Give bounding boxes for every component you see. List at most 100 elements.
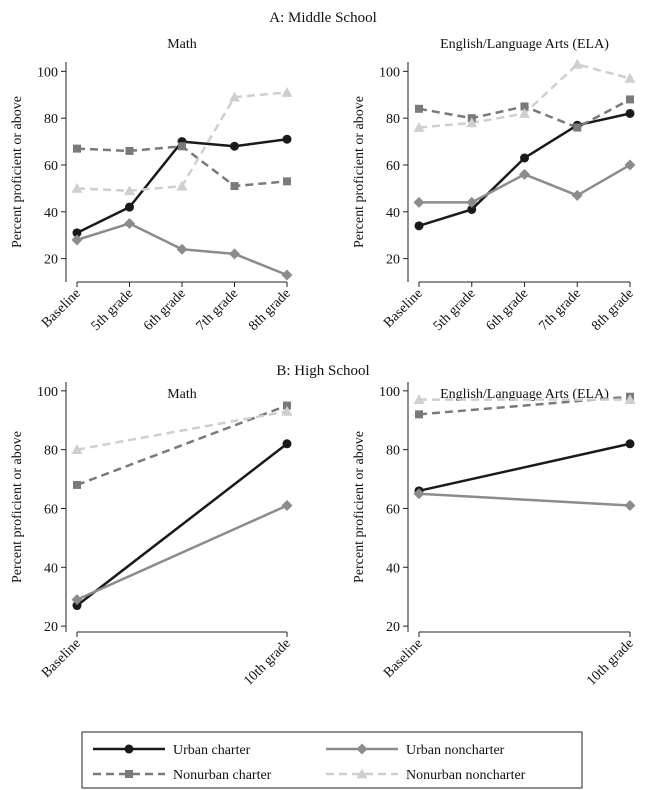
- y-tick-label: 20: [44, 253, 58, 268]
- point-urban-noncharter: [519, 168, 530, 180]
- series-line-urban-charter: [76, 442, 288, 607]
- point-nonurban-noncharter: [71, 182, 83, 193]
- point-nonurban-noncharter: [624, 394, 636, 405]
- legend-entry-urban-noncharter: Urban noncharter: [326, 743, 505, 758]
- point-urban-charter: [230, 141, 239, 151]
- x-tick-label: 10th grade: [241, 636, 294, 689]
- point-nonurban-charter: [573, 123, 582, 132]
- subplot-title: Math: [167, 37, 197, 52]
- point-nonurban-charter: [415, 104, 423, 113]
- point-urban-noncharter: [466, 196, 478, 208]
- x-tick-label: 6th grade: [141, 286, 189, 334]
- y-tick-label: 20: [386, 620, 400, 635]
- point-nonurban-charter: [73, 144, 81, 153]
- point-urban-noncharter: [229, 248, 240, 260]
- point-urban-charter: [625, 439, 635, 449]
- chart-2: English/Language Arts (ELA) 20 40 60 80 100 Ba…: [352, 37, 637, 334]
- point-nonurban-noncharter: [124, 185, 135, 196]
- legend-entry-nonurban-noncharter: Nonurban noncharter: [326, 768, 526, 783]
- point-nonurban-noncharter: [413, 122, 425, 132]
- point-nonurban-noncharter: [466, 117, 478, 128]
- point-nonurban-charter: [626, 95, 634, 104]
- x-tick-label: Baseline: [39, 286, 84, 331]
- chart-3: Math 20 40 60 80 100 Baseline 10th grade Percent…: [10, 382, 294, 689]
- x-tick-label: Baseline: [381, 636, 426, 681]
- point-nonurban-charter: [283, 177, 291, 186]
- subplot-title: English/Language Arts (ELA): [440, 37, 609, 52]
- point-urban-noncharter: [124, 217, 135, 229]
- y-tick-label: 40: [386, 206, 400, 221]
- y-tick-label: 20: [44, 620, 58, 635]
- y-tick-label: 60: [386, 159, 400, 174]
- y-tick-label: 60: [44, 502, 58, 517]
- y-tick-label: 60: [44, 159, 58, 174]
- panel-title-high-school: B: High School: [276, 363, 369, 379]
- point-urban-charter: [467, 204, 477, 214]
- point-urban-noncharter: [624, 159, 636, 171]
- legend-label: Urban noncharter: [406, 743, 505, 758]
- series-line-urban-charter: [418, 442, 631, 493]
- point-nonurban-noncharter: [519, 107, 530, 118]
- point-nonurban-charter: [125, 146, 134, 155]
- point-nonurban-noncharter: [413, 394, 425, 405]
- y-tick-label: 80: [386, 112, 400, 127]
- point-urban-charter: [72, 601, 82, 611]
- y-tick-label: 80: [44, 444, 58, 459]
- point-urban-charter: [520, 153, 529, 163]
- series-line-urban-noncharter: [76, 504, 288, 601]
- series-line-nonurban-noncharter: [418, 63, 631, 129]
- y-tick-label: 100: [37, 65, 58, 80]
- series-line-urban-noncharter: [418, 492, 631, 507]
- point-urban-noncharter: [71, 594, 83, 606]
- legend-entry-urban-charter: Urban charter: [93, 743, 251, 758]
- legend-marker: [124, 744, 134, 754]
- legend-label: Urban charter: [173, 743, 251, 758]
- point-nonurban-charter: [230, 182, 239, 191]
- y-axis-label: Percent proficient or above: [352, 431, 367, 583]
- point-nonurban-charter: [283, 401, 291, 410]
- y-tick-label: 40: [386, 561, 400, 576]
- point-nonurban-noncharter: [571, 58, 583, 69]
- x-tick-label: 7th grade: [536, 286, 584, 334]
- legend: Urban charter Urban noncharter Nonurban ch…: [81, 731, 583, 789]
- y-tick-label: 100: [37, 385, 58, 400]
- point-nonurban-noncharter: [281, 405, 293, 416]
- point-urban-noncharter: [571, 189, 583, 201]
- legend-marker: [356, 743, 368, 755]
- y-tick-label: 40: [44, 561, 58, 576]
- point-urban-charter: [414, 221, 424, 231]
- y-tick-label: 20: [386, 253, 400, 268]
- point-urban-noncharter: [413, 488, 425, 500]
- series-line-nonurban-charter: [76, 145, 288, 188]
- series-line-nonurban-charter: [76, 404, 288, 487]
- point-nonurban-charter: [73, 480, 81, 489]
- y-tick-label: 60: [386, 502, 400, 517]
- y-tick-label: 100: [379, 385, 400, 400]
- point-urban-charter: [282, 439, 292, 449]
- point-nonurban-noncharter: [176, 180, 188, 191]
- x-tick-label: 10th grade: [584, 636, 637, 689]
- x-tick-label: 6th grade: [484, 286, 532, 334]
- point-nonurban-noncharter: [281, 86, 293, 97]
- y-tick-label: 80: [44, 112, 58, 127]
- series-line-nonurban-noncharter: [76, 410, 288, 451]
- y-tick-label: 40: [44, 206, 58, 221]
- subplot-title: Math: [167, 387, 197, 402]
- x-tick-label: 5th grade: [431, 286, 479, 334]
- x-tick-label: 8th grade: [589, 286, 637, 334]
- point-nonurban-noncharter: [71, 444, 83, 455]
- y-tick-label: 100: [379, 65, 400, 80]
- legend-label: Nonurban noncharter: [406, 768, 526, 783]
- point-nonurban-noncharter: [624, 72, 636, 83]
- y-axis-label: Percent proficient or above: [352, 96, 367, 248]
- legend-box: [81, 731, 583, 789]
- chart-1: Math 20 40 60 80 100 Baseline 5th grade 6th grad…: [10, 37, 294, 334]
- point-urban-charter: [625, 108, 635, 118]
- x-tick-label: 8th grade: [246, 286, 294, 334]
- x-tick-label: Baseline: [39, 636, 84, 681]
- point-urban-noncharter: [281, 500, 293, 512]
- legend-marker: [125, 770, 133, 778]
- point-urban-noncharter: [71, 234, 83, 246]
- x-tick-label: Baseline: [381, 286, 426, 331]
